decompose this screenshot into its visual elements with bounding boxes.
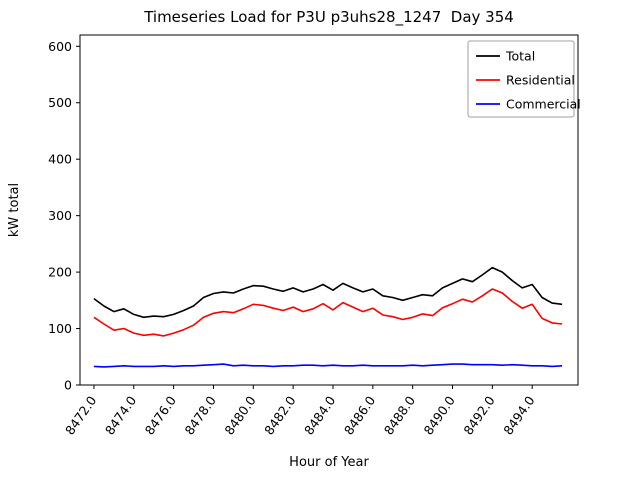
x-tick-label: 8492.0 bbox=[460, 393, 497, 437]
x-tick-label: 8480.0 bbox=[221, 393, 258, 437]
y-tick-label: 600 bbox=[48, 39, 72, 54]
x-tick-label: 8486.0 bbox=[341, 393, 378, 437]
y-tick-label: 200 bbox=[48, 265, 72, 280]
y-tick-label: 300 bbox=[48, 208, 72, 223]
y-tick-label: 400 bbox=[48, 152, 72, 167]
axes-frame bbox=[79, 34, 579, 386]
x-tick-label: 8490.0 bbox=[421, 393, 458, 437]
legend-label-commercial: Commercial bbox=[506, 97, 581, 112]
legend-box bbox=[467, 40, 575, 118]
legend-label-residential: Residential bbox=[506, 73, 575, 88]
series-line-total bbox=[93, 266, 563, 319]
x-tick-label: 8484.0 bbox=[301, 393, 338, 437]
x-tick-label: 8488.0 bbox=[381, 393, 418, 437]
y-tick-label: 100 bbox=[48, 321, 72, 336]
x-tick-label: 8494.0 bbox=[500, 393, 537, 437]
series-line-commercial bbox=[93, 363, 563, 368]
x-tick-label: 8476.0 bbox=[142, 393, 179, 437]
legend-label-total: Total bbox=[505, 49, 535, 64]
y-tick-label: 0 bbox=[64, 378, 72, 393]
legend: Total Residential Commercial bbox=[467, 40, 581, 118]
x-tick-label: 8482.0 bbox=[261, 393, 298, 437]
series-line-residential bbox=[93, 288, 563, 337]
chart-title: Timeseries Load for P3U p3uhs28_1247 Day… bbox=[143, 8, 514, 27]
y-tick-label: 500 bbox=[48, 95, 72, 110]
x-tick-label: 8472.0 bbox=[62, 393, 99, 437]
ticks-layer: 8472.0 8474.0 8476.0 8478.0 8480.0 8482.0 8484… bbox=[48, 39, 538, 438]
x-tick-label: 8474.0 bbox=[102, 393, 139, 437]
x-axis-label: Hour of Year bbox=[289, 455, 369, 470]
series-layer bbox=[93, 266, 563, 368]
y-axis-label: kW total bbox=[7, 183, 22, 237]
x-tick-label: 8478.0 bbox=[182, 393, 219, 437]
